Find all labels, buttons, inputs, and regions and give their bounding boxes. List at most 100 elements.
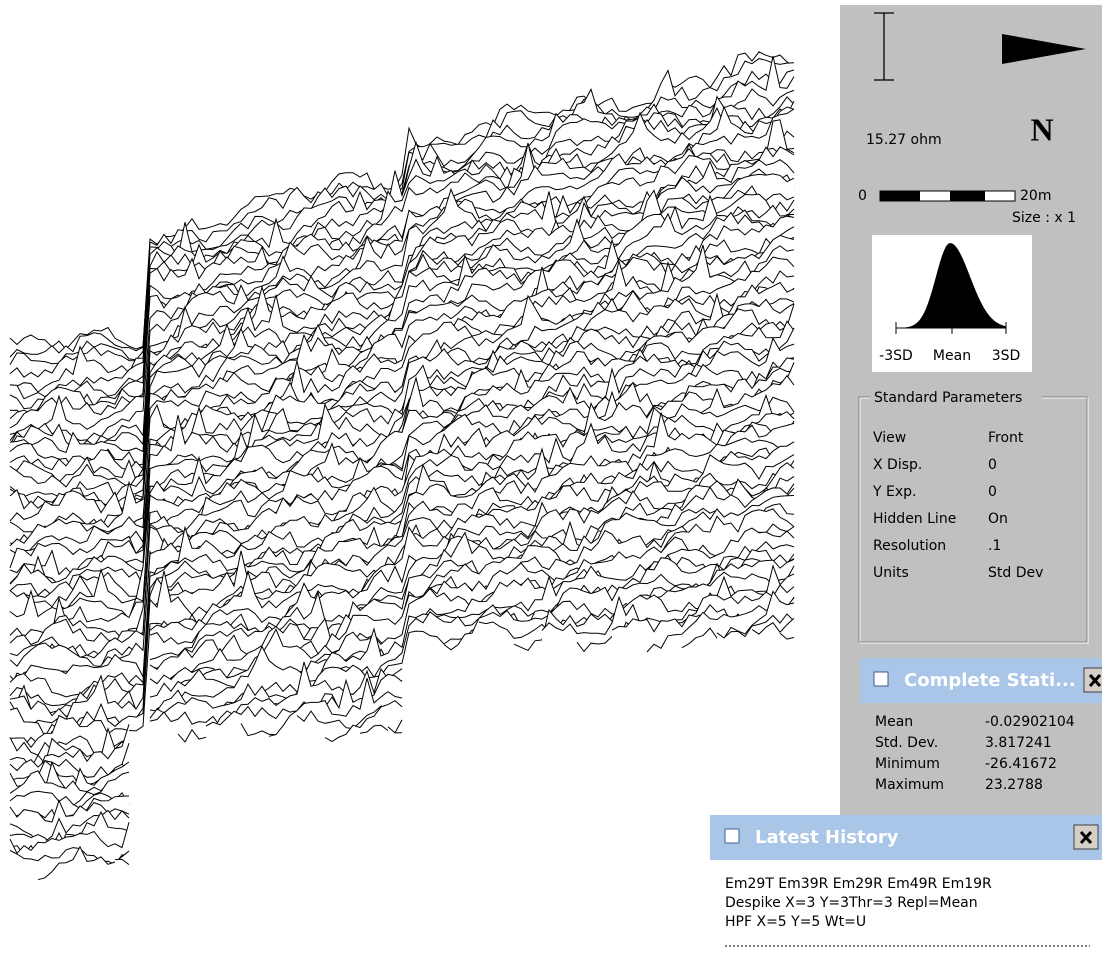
hist-label: Mean bbox=[933, 348, 971, 364]
param-label: Resolution bbox=[873, 538, 946, 554]
parameter-list: View Front X Disp. 0 Y Exp. 0 Hidden Line On Res… bbox=[872, 430, 1043, 581]
scale-start: 0 bbox=[858, 188, 867, 204]
group-title: Standard Parameters bbox=[874, 390, 1022, 406]
scale-bar bbox=[879, 190, 1016, 202]
stat-value: -26.41672 bbox=[985, 756, 1057, 772]
history-line: Despike X=3 Y=3Thr=3 Repl=Mean bbox=[725, 895, 978, 911]
size-label: Size : x 1 bbox=[1012, 210, 1076, 226]
wire-line bbox=[37, 845, 130, 881]
wire-line bbox=[9, 105, 795, 420]
history-line: Em29T Em39R Em29R Em49R Em19R bbox=[725, 876, 992, 892]
wire-fill bbox=[115, 859, 129, 883]
param-label: Y Exp. bbox=[872, 484, 916, 500]
wire-line bbox=[9, 194, 795, 498]
scale-symbol bbox=[874, 12, 894, 81]
close-button[interactable] bbox=[1073, 824, 1099, 850]
wire-fill bbox=[388, 726, 402, 748]
wire-line bbox=[751, 617, 795, 635]
stat-value: -0.02902104 bbox=[985, 714, 1075, 730]
wireframe-plot bbox=[9, 51, 795, 883]
wire-line bbox=[9, 437, 795, 738]
wire-line bbox=[9, 286, 795, 586]
wire-line bbox=[9, 790, 130, 809]
stat-value: 3.817241 bbox=[985, 735, 1052, 751]
wire-line bbox=[9, 147, 795, 449]
window-title: Complete Stati... bbox=[904, 670, 1076, 691]
wire-line bbox=[9, 357, 795, 673]
wire-line bbox=[9, 396, 795, 698]
side-panel bbox=[840, 5, 1102, 968]
wire-line bbox=[9, 106, 795, 416]
hist-label: 3SD bbox=[992, 348, 1021, 364]
wire-line bbox=[149, 483, 795, 669]
histogram-shape bbox=[896, 243, 1006, 328]
param-value: On bbox=[988, 511, 1008, 527]
statistics-list: Mean -0.02902104 Std. Dev. 3.817241 Minimum -… bbox=[875, 714, 1075, 793]
stat-label: Std. Dev. bbox=[875, 735, 938, 751]
wire-line bbox=[9, 209, 794, 507]
wire-line bbox=[9, 130, 795, 435]
wire-line bbox=[324, 700, 403, 743]
wire-line bbox=[9, 146, 795, 451]
wire-line bbox=[9, 809, 130, 843]
scale-end: 20m bbox=[1020, 188, 1051, 204]
stat-value: 23.2788 bbox=[985, 777, 1043, 793]
wire-line bbox=[149, 475, 795, 661]
window-title: Latest History bbox=[755, 827, 899, 848]
wire-line bbox=[149, 454, 795, 635]
wire-line bbox=[149, 460, 795, 631]
value-label: 15.27 ohm bbox=[866, 132, 942, 148]
param-value: 0 bbox=[988, 484, 997, 500]
group-title-bg bbox=[870, 388, 1042, 406]
wire-line bbox=[9, 226, 795, 533]
wire-line bbox=[149, 527, 795, 722]
wire-line bbox=[9, 822, 130, 855]
wire-line bbox=[114, 858, 130, 866]
param-label: View bbox=[873, 430, 906, 446]
wire-line bbox=[9, 441, 795, 749]
stat-label: Minimum bbox=[875, 756, 940, 772]
wire-line bbox=[716, 613, 795, 639]
history-body bbox=[710, 860, 1102, 968]
wire-fill bbox=[780, 633, 794, 658]
param-value: .1 bbox=[988, 538, 1001, 554]
param-value: Std Dev bbox=[988, 565, 1043, 581]
window-icon bbox=[724, 828, 740, 844]
wire-line bbox=[387, 726, 403, 734]
wire-line bbox=[9, 95, 795, 400]
wire-line bbox=[9, 211, 795, 510]
histogram bbox=[895, 243, 1007, 334]
history-line: HPF X=5 Y=5 Wt=U bbox=[725, 914, 866, 930]
wire-line bbox=[9, 441, 795, 747]
wire-line bbox=[149, 495, 795, 691]
wire-line bbox=[9, 847, 130, 865]
window-icon bbox=[873, 671, 889, 687]
param-label: Hidden Line bbox=[873, 511, 956, 527]
wire-line bbox=[9, 810, 130, 858]
wire-line bbox=[9, 281, 795, 585]
wire-line bbox=[9, 327, 795, 640]
north-label: N bbox=[1030, 111, 1053, 147]
history-list: Em29T Em39R Em29R Em49R Em19R Despike X=3… bbox=[725, 876, 992, 930]
param-value: Front bbox=[988, 430, 1024, 446]
wire-line bbox=[9, 244, 795, 562]
wire-line bbox=[9, 58, 795, 358]
wire-line bbox=[9, 69, 795, 365]
wire-line bbox=[9, 168, 795, 470]
wire-line bbox=[9, 236, 795, 545]
hist-label: -3SD bbox=[879, 348, 913, 364]
close-button[interactable] bbox=[1083, 667, 1102, 693]
wire-line bbox=[779, 632, 795, 640]
direction-arrow bbox=[1002, 34, 1086, 64]
stat-label: Maximum bbox=[875, 777, 944, 793]
param-label: Units bbox=[873, 565, 909, 581]
wire-line bbox=[149, 549, 795, 719]
title-bar bbox=[860, 658, 1102, 703]
stat-label: Mean bbox=[875, 714, 913, 730]
param-label: X Disp. bbox=[873, 457, 922, 473]
wire-line bbox=[9, 362, 795, 685]
wire-line bbox=[9, 100, 795, 410]
wire-fill bbox=[38, 846, 129, 883]
wire-line bbox=[268, 677, 403, 737]
